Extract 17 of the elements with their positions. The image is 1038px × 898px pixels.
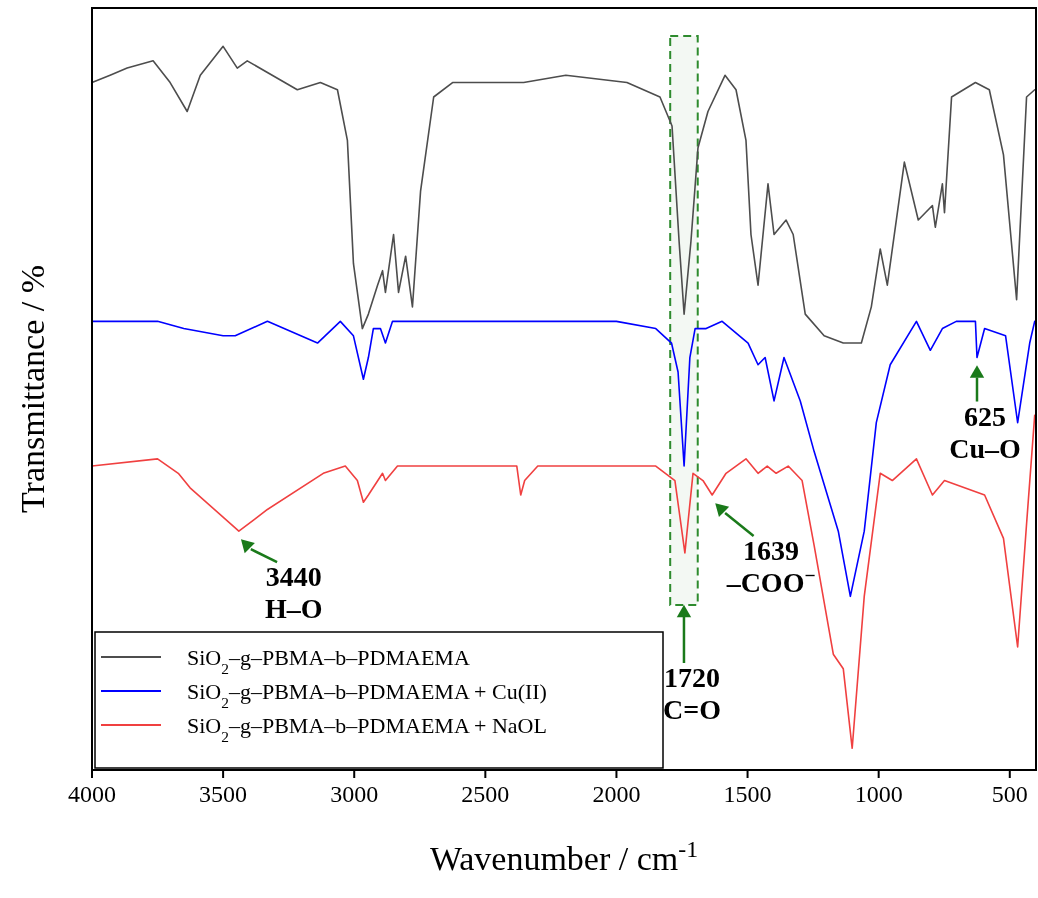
y-axis-title: Transmittance / %: [14, 264, 51, 514]
x-tick-label: 3000: [330, 781, 379, 807]
x-tick-label: 2000: [592, 781, 641, 807]
legend-label: SiO$_{2}$–g–PBMA–b–PDMAEMA: [187, 645, 470, 677]
x-tick-label: 1000: [854, 781, 903, 807]
annotation: 1720 C=O: [662, 662, 721, 725]
x-tick-label: 1500: [723, 781, 772, 807]
annotation: 625 Cu–O: [949, 400, 1021, 464]
x-axis-title: Wavenumber / cm$^{-1}$: [429, 836, 699, 877]
x-tick-label: 2500: [461, 781, 510, 807]
legend-label: SiO$_{2}$–g–PBMA–b–PDMAEMA + Cu(II): [187, 679, 547, 711]
x-tick-label: 3500: [199, 781, 248, 807]
annotation: 3440 H–O: [265, 561, 323, 625]
x-tick-label: 4000: [68, 781, 116, 807]
annotation: 1639 –COO$^{−}$: [725, 535, 816, 599]
legend-label: SiO$_{2}$–g–PBMA–b–PDMAEMA + NaOL: [187, 713, 547, 745]
x-tick-label: 500: [991, 781, 1028, 807]
